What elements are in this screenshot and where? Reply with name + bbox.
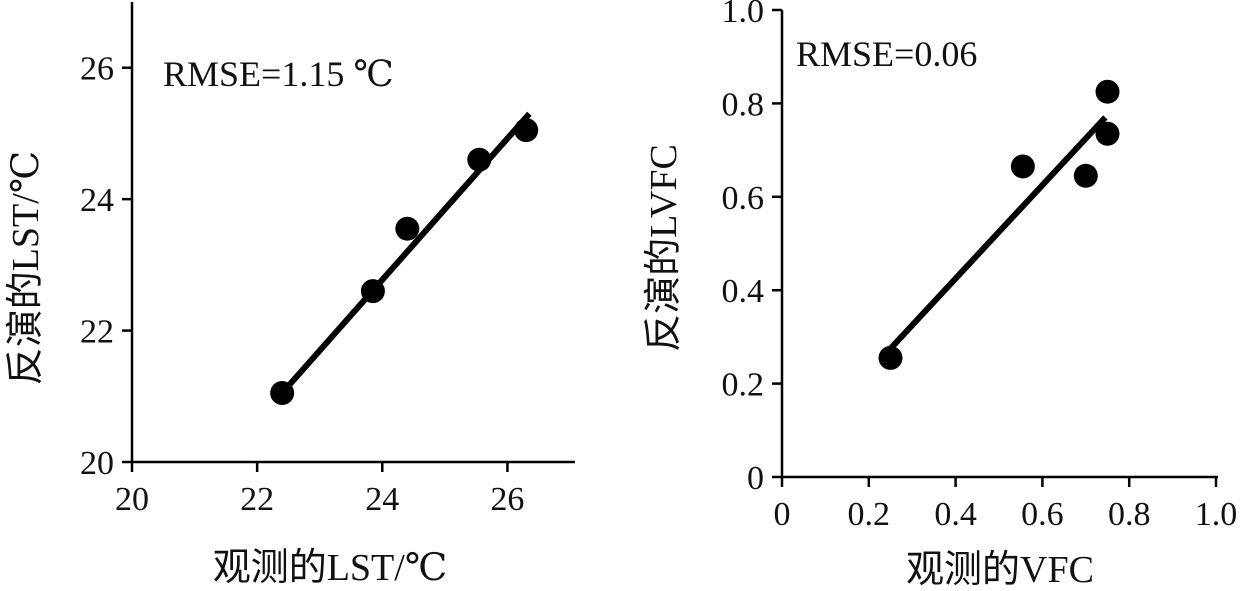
vfc-y-tick-label: 0.2 [722,367,765,404]
vfc-y-tick-label: 0.8 [722,86,765,123]
vfc-scatter-chart: RMSE=0.06 观测的VFC 反演的LVFC 0 0.2 0.4 0.6 0.8 1.… [643,0,1237,591]
lst-y-tick-label: 26 [80,51,114,88]
vfc-data-point [1095,121,1120,146]
vfc-y-tick-label: 0.6 [722,180,765,217]
lst-x-tick-label: 20 [115,481,149,518]
vfc-x-tick-label: 0.4 [934,496,977,533]
lst-data-point [395,216,420,241]
vfc-data-point [1073,163,1098,188]
lst-x-tick-label: 22 [240,481,274,518]
vfc-x-tick-label: 0 [774,496,791,533]
vfc-data-point [1095,79,1120,104]
vfc-y-tick-label: 0.4 [722,273,765,310]
vfc-data-point [1010,154,1035,179]
vfc-y-tick-label: 0 [747,460,764,497]
vfc-data-point [878,345,903,370]
lst-y-tick-label: 22 [80,314,114,351]
lst-data-point [270,381,295,405]
lst-x-tick-label: 24 [365,481,399,518]
vfc-x-tick-label: 1.0 [1195,496,1238,533]
vfc-x-tick-label: 0.6 [1021,496,1064,533]
lst-y-axis-label: 反演的LST/℃ [5,151,47,386]
lst-rmse-annotation: RMSE=1.15 ℃ [163,54,394,94]
vfc-x-tick-label: 0.2 [848,496,891,533]
lst-x-tick-label: 26 [490,481,524,518]
vfc-x-axis-label: 观测的VFC [906,549,1094,591]
lst-fit-line [279,111,532,395]
lst-data-point [360,279,385,304]
lst-x-axis-label: 观测的LST/℃ [213,547,448,589]
lst-data-point [514,118,539,143]
lst-y-tick-label: 24 [80,182,114,219]
vfc-x-tick-label: 0.8 [1108,496,1151,533]
lst-y-tick-label: 20 [80,445,114,482]
vfc-y-tick-label: 1.0 [722,0,765,30]
vfc-fit-line [886,115,1108,353]
vfc-y-axis-label: 反演的LVFC [643,144,685,352]
lst-data-point [467,147,492,172]
lst-scatter-chart: RMSE=1.15 ℃ 观测的LST/℃ 反演的LST/℃ 20 22 24 26 20… [5,2,575,589]
vfc-rmse-annotation: RMSE=0.06 [796,34,977,74]
